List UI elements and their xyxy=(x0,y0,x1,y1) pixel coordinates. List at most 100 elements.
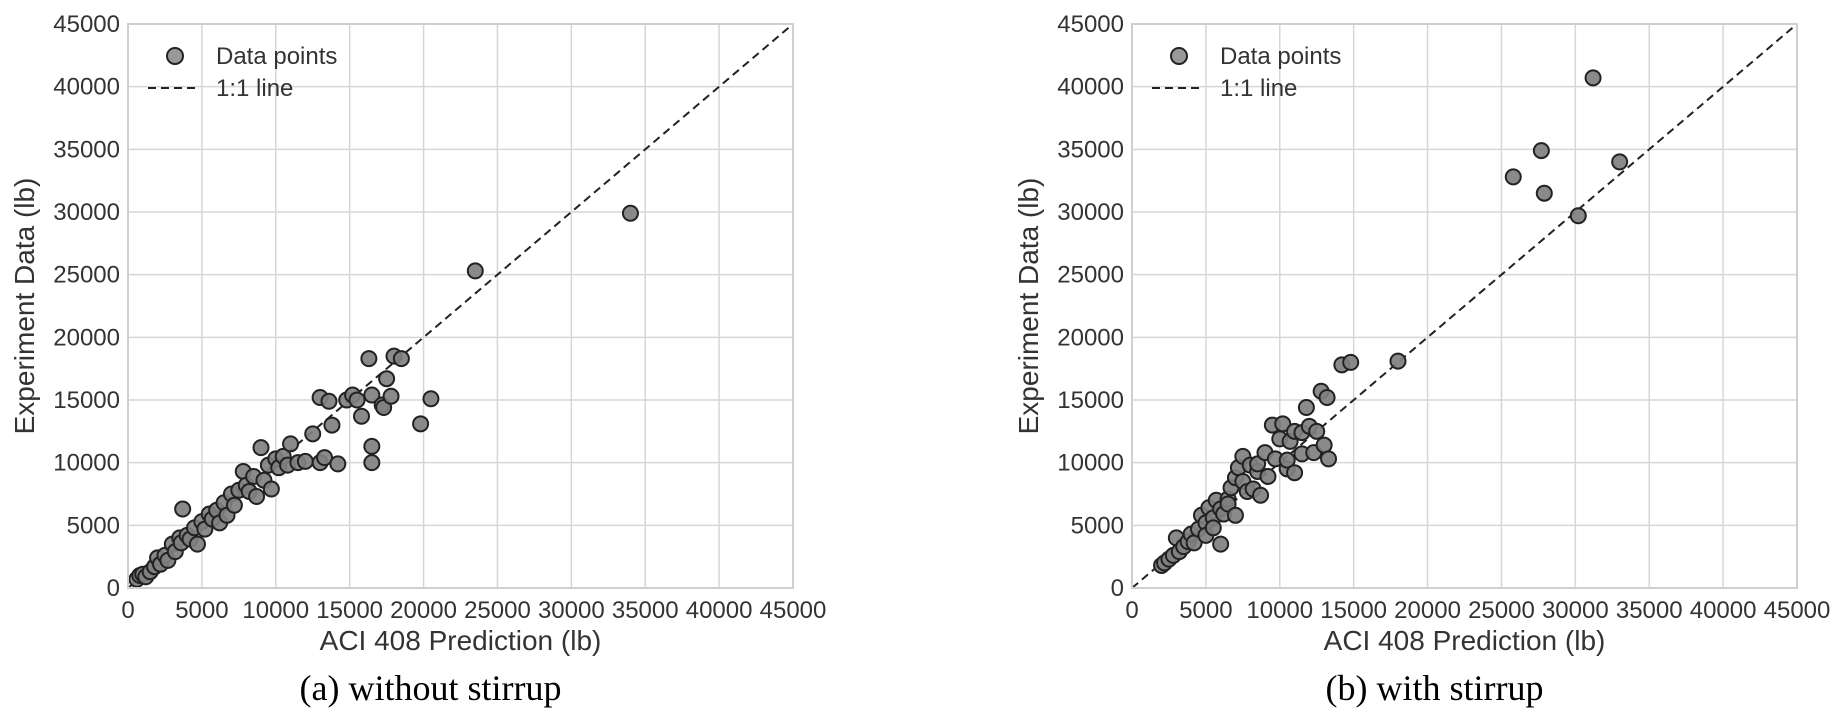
y-tick-label: 15000 xyxy=(1057,387,1124,414)
data-point xyxy=(174,500,192,518)
data-point xyxy=(1535,184,1553,202)
y-tick-label: 0 xyxy=(1111,575,1124,602)
data-point xyxy=(320,392,338,410)
x-tick-label: 35000 xyxy=(1616,597,1683,624)
data-point xyxy=(378,370,396,388)
data-point xyxy=(1308,422,1326,440)
data-point xyxy=(188,535,206,553)
data-point xyxy=(1315,436,1333,454)
x-tick-labels: 0 5000 10000 15000 20000 25000 30000 35000 40000… xyxy=(121,597,826,624)
x-tick-label: 20000 xyxy=(390,597,457,624)
data-point xyxy=(352,407,370,425)
data-point xyxy=(262,480,280,498)
data-point xyxy=(363,437,381,455)
data-point xyxy=(1278,451,1296,469)
data-point xyxy=(1532,142,1550,160)
x-axis-label: ACI 408 Prediction (lb) xyxy=(1324,625,1606,656)
caption-without-stirrup: (a) without stirrup xyxy=(300,668,562,708)
x-tick-label: 40000 xyxy=(1690,597,1757,624)
data-point xyxy=(1569,207,1587,225)
legend-label-data-points: Data points xyxy=(216,43,337,70)
y-tick-label: 5000 xyxy=(67,512,120,539)
y-tick-label: 10000 xyxy=(1057,450,1124,477)
x-tick-label: 15000 xyxy=(316,597,383,624)
y-tick-labels: 0 5000 10000 15000 20000 25000 30000 35000 40000… xyxy=(53,11,120,602)
y-tick-label: 0 xyxy=(107,575,120,602)
caption-with-stirrup: (b) with stirrup xyxy=(1326,668,1544,708)
x-tick-label: 0 xyxy=(121,597,134,624)
y-tick-label: 20000 xyxy=(53,324,120,351)
data-point xyxy=(1504,168,1522,186)
data-point xyxy=(1286,464,1304,482)
data-point xyxy=(348,391,366,409)
x-tick-label: 30000 xyxy=(1542,597,1609,624)
y-tick-label: 35000 xyxy=(1057,136,1124,163)
x-tick-label: 40000 xyxy=(686,597,753,624)
data-point xyxy=(1320,450,1338,468)
data-point xyxy=(323,416,341,434)
y-tick-label: 35000 xyxy=(53,136,120,163)
data-point xyxy=(1259,467,1277,485)
plot-frame xyxy=(1131,23,1798,589)
data-point xyxy=(1318,388,1336,406)
x-tick-label: 25000 xyxy=(464,597,531,624)
x-tick-label: 45000 xyxy=(760,597,827,624)
x-tick-label: 15000 xyxy=(1320,597,1387,624)
data-points xyxy=(1153,69,1629,574)
legend-label-1-1-line: 1:1 line xyxy=(1220,75,1297,102)
x-tick-label: 25000 xyxy=(1468,597,1535,624)
data-point xyxy=(382,387,400,405)
data-point xyxy=(1252,486,1270,504)
x-tick-label: 30000 xyxy=(538,597,605,624)
legend: Data points 1:1 line xyxy=(148,43,337,102)
data-point xyxy=(1389,352,1407,370)
data-point xyxy=(1204,519,1222,537)
y-tick-label: 30000 xyxy=(1057,199,1124,226)
x-tick-label: 45000 xyxy=(1764,597,1831,624)
data-point xyxy=(225,496,243,514)
x-tick-label: 10000 xyxy=(242,597,309,624)
data-point xyxy=(466,262,484,280)
y-tick-label: 40000 xyxy=(53,74,120,101)
y-tick-label: 30000 xyxy=(53,199,120,226)
data-point xyxy=(1226,506,1244,524)
plot-frame xyxy=(127,23,794,589)
x-axis-label: ACI 408 Prediction (lb) xyxy=(320,625,602,656)
legend-marker-data-points xyxy=(1170,47,1188,65)
y-tick-label: 5000 xyxy=(1071,512,1124,539)
y-tick-labels: 0 5000 10000 15000 20000 25000 30000 35000 40000… xyxy=(1057,11,1124,602)
y-tick-label: 15000 xyxy=(53,387,120,414)
data-point xyxy=(248,488,266,506)
data-point xyxy=(1584,69,1602,87)
y-axis-label: Experiment Data (lb) xyxy=(1013,178,1044,435)
x-tick-label: 35000 xyxy=(612,597,679,624)
data-point xyxy=(296,452,314,470)
data-points xyxy=(128,204,639,588)
data-point xyxy=(1274,415,1292,433)
data-point xyxy=(1611,153,1629,171)
data-point xyxy=(1342,353,1360,371)
y-tick-label: 25000 xyxy=(1057,262,1124,289)
data-point xyxy=(329,455,347,473)
x-tick-label: 20000 xyxy=(1394,597,1461,624)
x-tick-label: 0 xyxy=(1125,597,1138,624)
x-tick-label: 5000 xyxy=(1179,597,1232,624)
data-point xyxy=(422,390,440,408)
data-point xyxy=(363,386,381,404)
legend-label-data-points: Data points xyxy=(1220,43,1341,70)
x-tick-label: 10000 xyxy=(1246,597,1313,624)
y-tick-label: 20000 xyxy=(1057,324,1124,351)
chart-panel-with-stirrup: 0 5000 10000 15000 20000 25000 30000 35000 40000… xyxy=(1013,11,1830,708)
data-point xyxy=(621,204,639,222)
data-point xyxy=(363,454,381,472)
chart-panel-without-stirrup: 0 5000 10000 15000 20000 25000 30000 35000 40000… xyxy=(9,11,826,708)
legend-marker-data-points xyxy=(166,47,184,65)
x-tick-label: 5000 xyxy=(175,597,228,624)
data-point xyxy=(1297,399,1315,417)
data-point xyxy=(304,425,322,443)
y-tick-label: 40000 xyxy=(1057,74,1124,101)
data-point xyxy=(412,415,430,433)
y-tick-label: 25000 xyxy=(53,262,120,289)
